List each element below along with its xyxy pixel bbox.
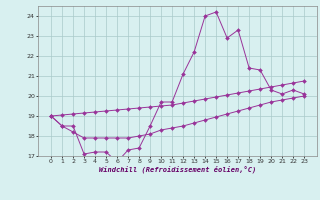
X-axis label: Windchill (Refroidissement éolien,°C): Windchill (Refroidissement éolien,°C) bbox=[99, 166, 256, 173]
